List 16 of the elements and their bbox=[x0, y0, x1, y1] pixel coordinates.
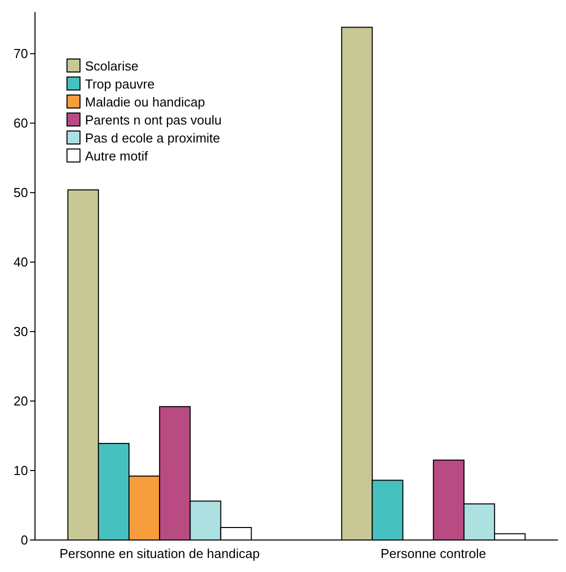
y-tick-label: 30 bbox=[14, 324, 28, 340]
y-tick-label: 50 bbox=[14, 185, 28, 200]
legend-label: Trop pauvre bbox=[85, 76, 155, 92]
legend-label: Maladie ou handicap bbox=[85, 94, 205, 110]
legend-label: Scolarise bbox=[85, 58, 138, 74]
y-tick-label: 20 bbox=[14, 394, 28, 409]
y-tick-label: 40 bbox=[14, 254, 28, 270]
y-tick-label: 10 bbox=[14, 463, 28, 478]
legend-label: Parents n ont pas voulu bbox=[85, 112, 222, 128]
y-tick-label: 60 bbox=[14, 116, 28, 131]
x-tick-label: Personne controle bbox=[380, 546, 486, 561]
y-tick-label: 70 bbox=[14, 46, 28, 62]
legend-label: Pas d ecole a proximite bbox=[85, 130, 220, 146]
y-tick-label: 0 bbox=[20, 532, 28, 548]
legend-label: Autre motif bbox=[85, 148, 148, 164]
x-tick-label: Personne en situation de handicap bbox=[59, 546, 260, 561]
